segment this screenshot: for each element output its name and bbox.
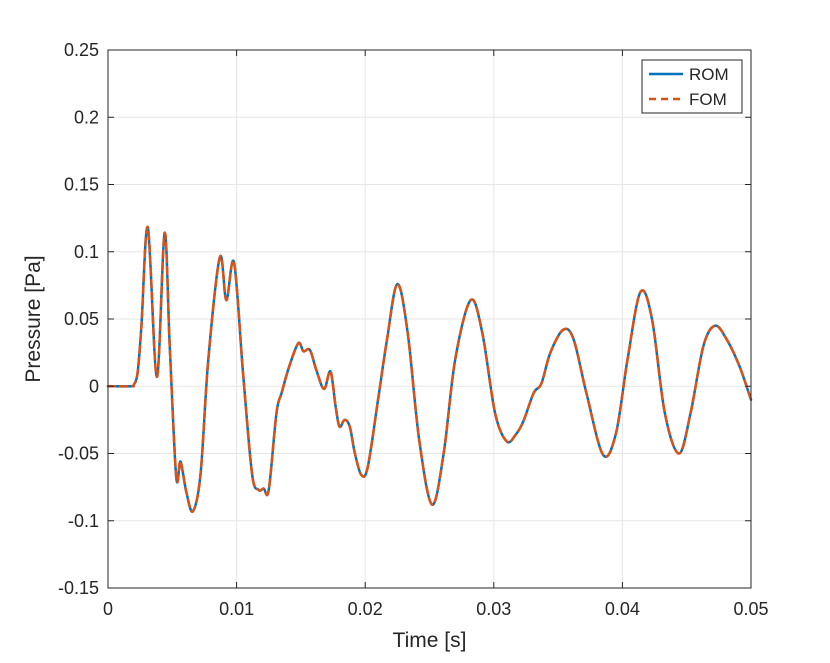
legend-label-fom: FOM bbox=[689, 90, 727, 109]
x-tick-label: 0.01 bbox=[219, 599, 254, 619]
x-tick-label: 0.02 bbox=[348, 599, 383, 619]
legend-label-rom: ROM bbox=[689, 65, 729, 84]
x-tick-label: 0.04 bbox=[605, 599, 640, 619]
y-axis-label: Pressure [Pa] bbox=[22, 255, 45, 382]
y-tick-label: -0.05 bbox=[58, 444, 99, 464]
x-axis-label: Time [s] bbox=[393, 629, 467, 652]
y-tick-label: 0.05 bbox=[64, 309, 99, 329]
legend-box bbox=[641, 59, 743, 114]
axis-ticks bbox=[107, 49, 752, 589]
series-line-fom bbox=[106, 226, 753, 513]
y-tick-label: 0.25 bbox=[64, 40, 99, 60]
legend: ROM FOM bbox=[641, 59, 743, 114]
x-tick-label: 0.03 bbox=[476, 599, 511, 619]
y-tick-label: 0.1 bbox=[74, 242, 99, 262]
y-tick-label: -0.1 bbox=[68, 511, 99, 531]
x-tick-label: 0.05 bbox=[733, 599, 768, 619]
y-tick-label: 0.2 bbox=[74, 107, 99, 127]
x-tick-label: 0 bbox=[103, 599, 113, 619]
y-tick-label: -0.15 bbox=[58, 578, 99, 598]
y-tick-label: 0.15 bbox=[64, 175, 99, 195]
y-tick-label: 0 bbox=[89, 376, 99, 396]
series-layer bbox=[106, 226, 753, 513]
tick-labels: 0 0.01 0.02 0.03 0.04 0.05 -0.15 -0.1 -0.05 0 0.05… bbox=[58, 40, 769, 619]
